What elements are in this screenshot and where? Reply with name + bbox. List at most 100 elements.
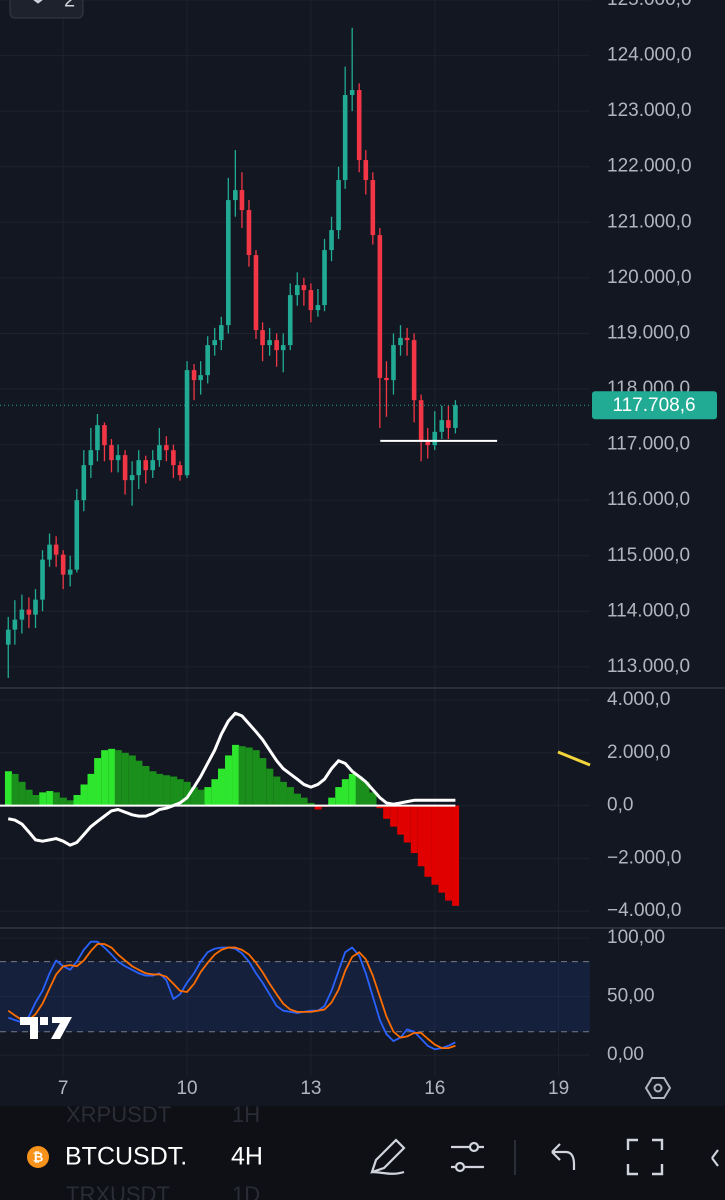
- histogram-bar: [87, 773, 95, 806]
- ghost-interval: 1D: [232, 1182, 260, 1200]
- histogram-bar: [383, 805, 391, 819]
- candle-body: [267, 340, 272, 346]
- badge-count: 2: [64, 0, 75, 11]
- x-tick-label: 10: [176, 1078, 197, 1099]
- coin-icon: [27, 1146, 49, 1168]
- histogram-bar: [204, 787, 212, 806]
- histogram-bar: [190, 787, 198, 806]
- logo-shape: [20, 1017, 72, 1039]
- y-tick-label: −2.000,0: [607, 847, 682, 868]
- gear-icon[interactable]: [644, 1077, 672, 1099]
- candle-body: [47, 544, 52, 560]
- candle-body: [260, 330, 265, 346]
- histogram-bar: [11, 773, 19, 806]
- candle-body: [184, 370, 190, 476]
- histogram-bar: [445, 805, 453, 901]
- more-icon[interactable]: [711, 1149, 719, 1167]
- candle-body: [274, 340, 279, 351]
- candle-body: [404, 337, 410, 341]
- histogram-bar: [52, 792, 60, 806]
- y-tick-label: 50,00: [607, 986, 655, 1007]
- histogram-bar: [94, 758, 102, 806]
- indicators-icon[interactable]: [451, 1141, 484, 1173]
- histogram-bar: [121, 752, 129, 806]
- candle-body: [453, 405, 458, 428]
- histogram-bar: [18, 781, 26, 806]
- draw-icon[interactable]: [370, 1138, 406, 1175]
- candle-body: [177, 465, 183, 476]
- macd-line: [7, 711, 456, 847]
- histogram-bar: [390, 805, 398, 827]
- histogram-bar: [259, 758, 267, 806]
- candle-body: [115, 455, 121, 461]
- candle-body: [164, 445, 169, 451]
- histogram-bar: [163, 775, 171, 806]
- candle-body: [53, 544, 59, 555]
- ghost-interval: 1H: [232, 1102, 260, 1127]
- candle-body: [329, 230, 334, 251]
- histogram-bar: [156, 773, 164, 806]
- y-tick-label: 125.000,0: [607, 0, 692, 10]
- badge-box[interactable]: [9, 0, 84, 19]
- histogram-bar: [307, 802, 315, 806]
- candle-body: [253, 255, 259, 331]
- candle-body: [349, 90, 355, 96]
- settings-button[interactable]: [644, 1077, 672, 1099]
- histogram-bar: [403, 805, 411, 843]
- histogram-bar: [397, 805, 405, 835]
- slider-knob: [454, 1161, 466, 1173]
- candle-body: [5, 629, 11, 645]
- histogram-bar: [4, 771, 12, 806]
- candle-body: [212, 340, 217, 346]
- toolbar: XRPUSDT 1H TRXUSDT 1D ₿ BTCUSDT. 4H: [0, 1102, 725, 1200]
- histogram-bar: [101, 750, 109, 806]
- candle-body: [363, 160, 369, 181]
- candle-body: [301, 285, 307, 291]
- header-badge[interactable]: 2: [9, 0, 84, 19]
- candle-body: [102, 425, 107, 446]
- histogram-bar: [25, 789, 33, 806]
- histogram-bar: [197, 789, 205, 806]
- histogram-bar: [232, 744, 240, 806]
- undo-icon[interactable]: [551, 1143, 576, 1170]
- candle-body: [439, 420, 445, 432]
- candle-body: [398, 337, 403, 346]
- histogram-bar: [183, 781, 191, 806]
- histogram-bar: [66, 800, 74, 806]
- x-tick-label: 13: [300, 1078, 321, 1099]
- histogram-bar: [73, 795, 81, 806]
- tradingview-logo: [20, 1017, 72, 1039]
- histogram-bar: [355, 776, 363, 806]
- y-tick-label: 121.000,0: [607, 211, 692, 232]
- candle-body: [322, 250, 327, 306]
- candle-body: [287, 295, 293, 346]
- histogram-bar: [128, 755, 136, 806]
- interval[interactable]: 4H: [231, 1143, 263, 1171]
- slider-knob: [468, 1141, 480, 1153]
- fullscreen-icon[interactable]: [626, 1138, 664, 1176]
- candle-body: [33, 599, 38, 615]
- candle-body: [446, 420, 451, 428]
- histogram-bar: [149, 771, 157, 806]
- histogram-bar: [266, 768, 274, 806]
- symbol[interactable]: BTCUSDT.: [65, 1143, 187, 1171]
- histogram-bar: [80, 784, 88, 806]
- y-tick-label: 122.000,0: [607, 156, 692, 177]
- candle-body: [315, 305, 321, 311]
- candle-body: [425, 440, 431, 446]
- histogram-bar: [376, 805, 384, 809]
- histogram-bar: [114, 750, 122, 806]
- candle-body: [336, 180, 341, 231]
- histogram-bar: [417, 805, 425, 867]
- candle-body: [384, 377, 389, 381]
- histogram-bar: [217, 768, 226, 806]
- candle-body: [391, 345, 396, 381]
- candle-body: [171, 450, 176, 466]
- ghost-symbol: XRPUSDT: [66, 1102, 171, 1127]
- candle-body: [356, 90, 362, 161]
- candle-body: [81, 465, 87, 501]
- candle-body: [19, 609, 25, 620]
- y-tick-label: 123.000,0: [607, 100, 692, 121]
